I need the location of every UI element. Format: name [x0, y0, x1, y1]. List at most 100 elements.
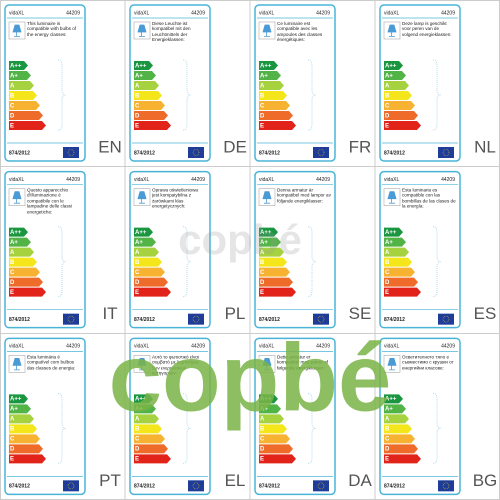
class-label: A — [385, 83, 390, 89]
product-code: 44209 — [441, 177, 455, 183]
class-arrow — [9, 277, 43, 287]
class-arrow — [259, 414, 284, 424]
class-arrow — [9, 101, 40, 110]
class-arrow — [384, 91, 412, 100]
regulation: 874/2012 — [134, 150, 155, 156]
watermark: copbé — [178, 216, 302, 263]
brace — [57, 392, 67, 464]
energy-label: vidaXL 44209 Esta luminaria es compatible … — [379, 170, 496, 329]
brace — [307, 392, 317, 464]
class-label: B — [135, 93, 140, 99]
brand: vidaXL — [384, 10, 400, 16]
description-box: Esta luminária é compatível com bulbos d… — [27, 354, 75, 370]
brace — [432, 59, 442, 131]
class-label: B — [10, 427, 15, 433]
class-arrow — [134, 61, 153, 70]
class-arrow — [9, 267, 40, 277]
energy-label: vidaXL 44209 Αυτό το φωτιστικό είναι συμβα… — [129, 337, 246, 496]
class-label: D — [385, 280, 390, 286]
eu-flag — [188, 480, 204, 492]
class-arrow — [384, 101, 415, 110]
language-code: PT — [99, 471, 121, 490]
eu-flag — [438, 147, 454, 158]
lamp-icon — [137, 24, 147, 37]
class-arrow — [134, 111, 168, 120]
class-arrow — [384, 394, 403, 404]
class-arrow — [384, 227, 403, 237]
class-arrow — [259, 237, 281, 247]
description: Осветителното тяло е съвместимо с крушки… — [402, 354, 454, 371]
description-box: Oprawa oświetleniowa jest kompatybilna z… — [152, 187, 198, 209]
class-arrow — [259, 121, 296, 130]
watermark: copbé — [109, 324, 392, 431]
eu-stars — [192, 315, 200, 323]
language-code: EL — [225, 471, 246, 490]
class-arrow — [9, 454, 46, 464]
class-label: D — [385, 113, 390, 119]
class-arrow — [259, 257, 287, 267]
class-arrow — [9, 121, 46, 130]
class-arrow — [259, 71, 281, 80]
regulation: 874/2012 — [9, 484, 30, 490]
class-label: A+ — [260, 407, 268, 413]
brand: vidaXL — [134, 344, 150, 350]
energy-label: vidaXL 44209 Dette armatur er kompatibel m… — [254, 337, 372, 496]
eu-stars — [67, 149, 75, 156]
regulation: 874/2012 — [384, 150, 405, 156]
description-box: Questo apparecchio d'illuminazione è com… — [27, 187, 72, 215]
regulation: 874/2012 — [259, 317, 280, 323]
description: Deze lamp is geschikt voor peren van de … — [402, 21, 452, 37]
class-label: A+ — [135, 240, 143, 246]
class-label: A — [135, 417, 140, 423]
product-code: 44209 — [316, 10, 330, 16]
brace — [432, 226, 442, 298]
class-arrow — [259, 81, 284, 90]
class-arrow — [384, 71, 406, 80]
class-label: A+ — [385, 407, 393, 413]
class-label: C — [10, 270, 15, 276]
class-label: E — [10, 457, 14, 463]
class-arrow — [134, 277, 168, 287]
class-label: D — [260, 447, 265, 453]
class-arrow — [134, 287, 171, 297]
brace — [182, 59, 192, 131]
class-label: A+ — [260, 73, 268, 79]
language-code: SE — [349, 304, 372, 323]
class-label: A+ — [385, 240, 393, 246]
class-label: B — [135, 260, 140, 266]
product-code: 44209 — [191, 177, 205, 183]
class-arrow — [134, 91, 162, 100]
product-code: 44209 — [316, 344, 330, 350]
description-box: Осветителното тяло е съвместимо с крушки… — [402, 354, 454, 371]
class-arrow — [134, 257, 162, 267]
class-arrow — [134, 414, 159, 424]
eu-stars — [442, 315, 450, 323]
class-arrow — [9, 257, 37, 267]
class-label: A++ — [260, 230, 272, 236]
class-label: C — [385, 437, 390, 443]
class-label: A++ — [260, 63, 272, 69]
regulation: 874/2012 — [384, 317, 405, 323]
class-label: D — [135, 447, 140, 453]
description: Oprawa oświetleniowa jest kompatybilna z… — [152, 187, 198, 209]
eu-flag — [313, 480, 329, 492]
class-arrow — [384, 111, 418, 120]
class-label: D — [135, 113, 140, 119]
class-label: A+ — [10, 240, 18, 246]
eu-stars — [192, 482, 200, 490]
class-arrow — [134, 424, 162, 434]
class-arrow — [259, 267, 290, 277]
description: Questo apparecchio d'illuminazione è com… — [27, 187, 72, 215]
brand: vidaXL — [9, 344, 25, 350]
eu-flag — [63, 480, 79, 492]
class-arrow — [259, 394, 278, 404]
product-code: 44209 — [66, 177, 80, 183]
class-arrow — [134, 101, 165, 110]
regulation: 874/2012 — [259, 150, 280, 156]
eu-stars — [442, 482, 450, 490]
class-arrow — [384, 404, 406, 414]
class-arrow — [9, 414, 34, 424]
brace — [432, 392, 442, 464]
energy-label: vidaXL 44209 Deze lamp is geschikt voor pe… — [379, 4, 496, 162]
